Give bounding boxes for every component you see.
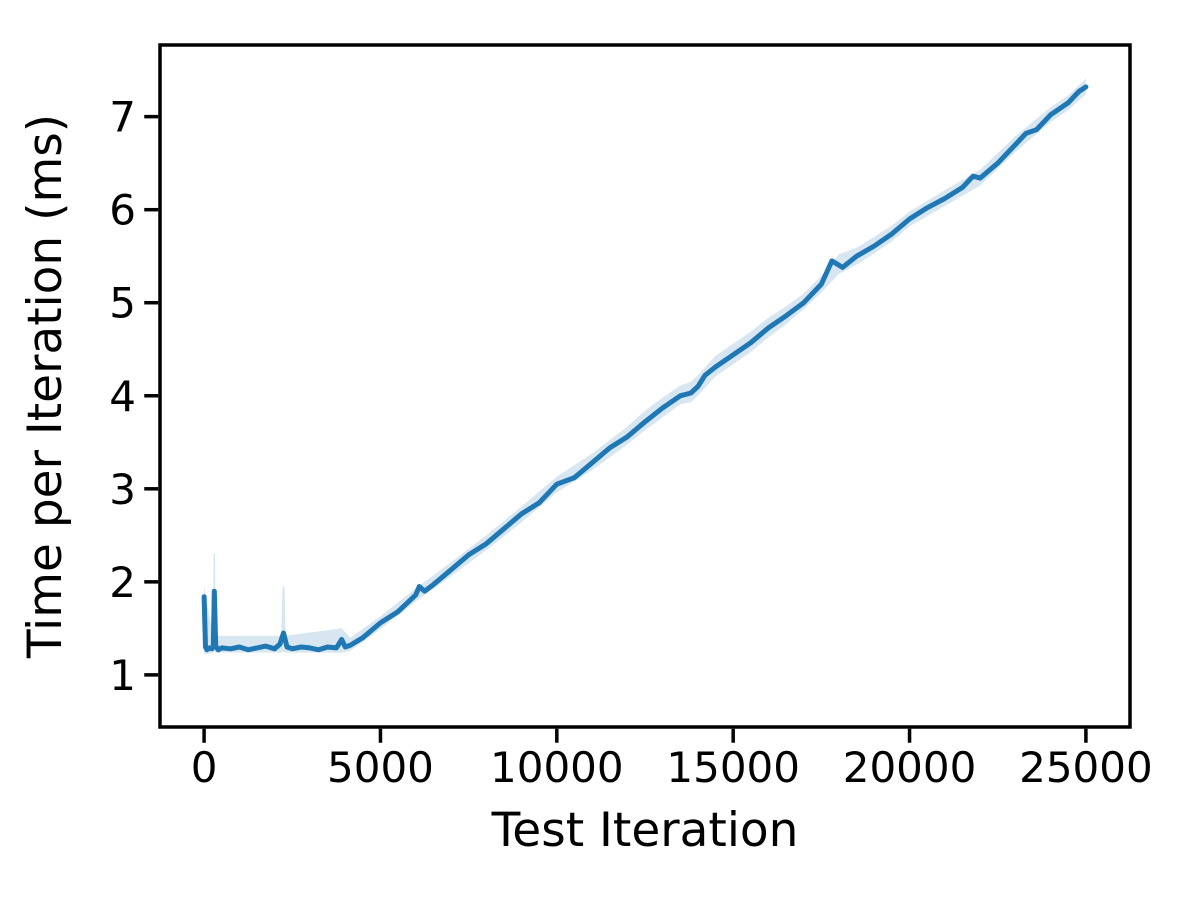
y-axis-label: Time per Iteration (ms) <box>18 114 73 659</box>
axes-spines <box>158 43 1132 729</box>
x-tick-label-15000: 15000 <box>666 743 800 792</box>
x-tick-label-5000: 5000 <box>327 743 434 792</box>
x-axis-label: Test Iteration <box>491 803 799 858</box>
data-line <box>201 84 1089 653</box>
y-tick-label-1: 1 <box>109 651 136 700</box>
axis-ticks <box>144 114 1088 743</box>
y-tick-label-5: 5 <box>109 279 136 328</box>
x-tick-label-20000: 20000 <box>843 743 977 792</box>
confidence-band <box>204 78 1086 655</box>
y-tick-label-4: 4 <box>109 372 136 421</box>
y-tick-label-6: 6 <box>109 186 136 235</box>
x-tick-label-0: 0 <box>191 743 218 792</box>
x-tick-label-25000: 25000 <box>1019 743 1153 792</box>
tick-labels: 0 5000 10000 15000 20000 25000 1 2 3 4 5 6 7 <box>109 93 1152 792</box>
x-tick-label-10000: 10000 <box>490 743 624 792</box>
y-tick-label-2: 2 <box>109 558 136 607</box>
y-tick-label-7: 7 <box>109 93 136 142</box>
y-tick-label-3: 3 <box>109 465 136 514</box>
